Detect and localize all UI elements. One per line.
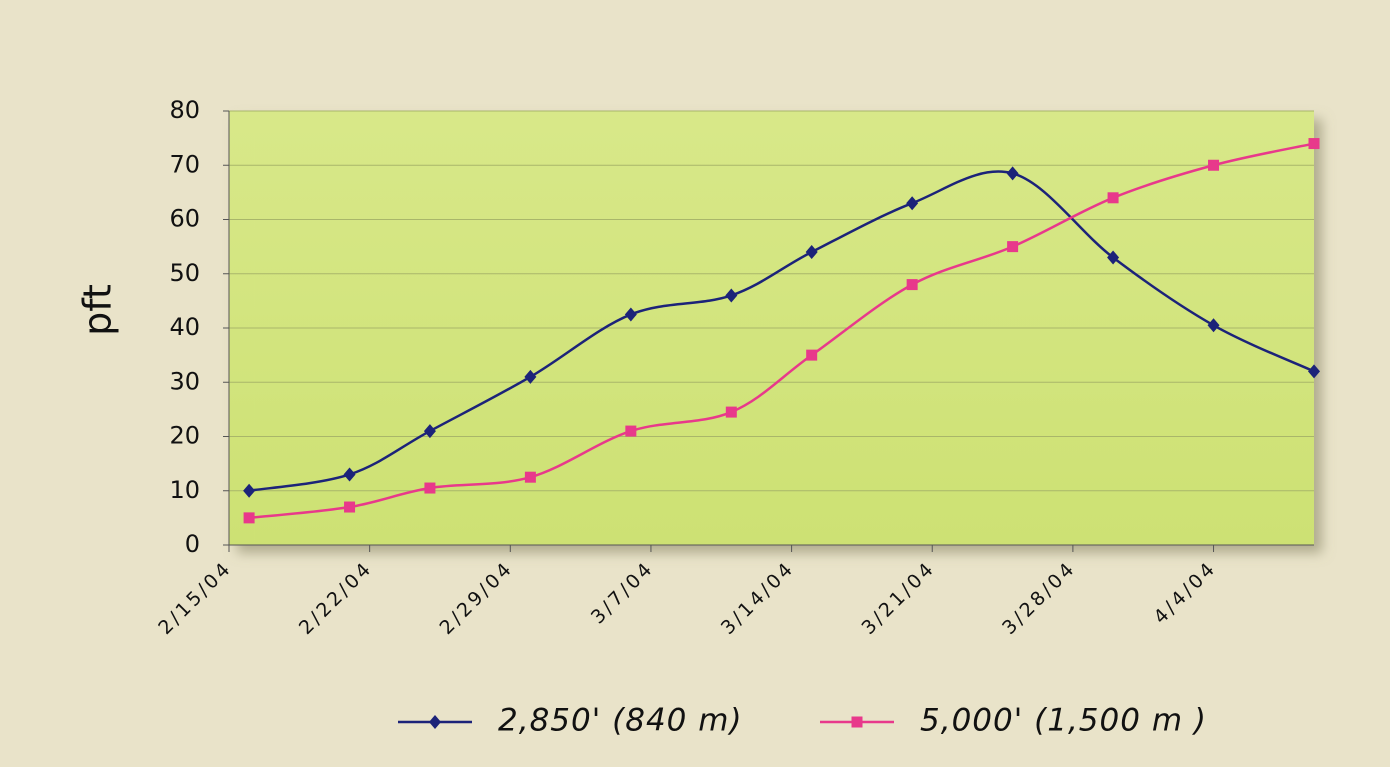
data-point	[1107, 250, 1120, 265]
data-point	[344, 501, 356, 513]
y-tick-label: 80	[169, 96, 200, 124]
data-point	[806, 349, 818, 361]
data-point	[524, 369, 537, 384]
data-point	[1308, 138, 1320, 150]
data-point	[343, 467, 356, 482]
data-point	[624, 307, 637, 322]
y-axis-label: pft	[76, 284, 120, 336]
data-point	[1007, 241, 1019, 253]
data-point	[1208, 159, 1220, 171]
data-point	[1006, 166, 1019, 181]
data-point	[524, 471, 536, 483]
legend-label: 5,000' (1,500 m )	[920, 703, 1207, 739]
legend-marker	[851, 716, 863, 728]
data-point	[423, 424, 436, 439]
data-point	[906, 196, 919, 211]
data-point	[1207, 318, 1220, 333]
y-tick-label: 0	[185, 530, 200, 558]
data-point	[424, 482, 436, 494]
data-point	[725, 288, 738, 303]
y-tick-label: 20	[169, 422, 200, 450]
y-tick-label: 10	[169, 476, 200, 504]
y-tick-label: 60	[169, 205, 200, 233]
legend-label: 2,850' (840 m)	[498, 703, 743, 739]
y-tick-label: 30	[169, 367, 200, 395]
data-point	[1308, 364, 1320, 379]
data-point	[906, 279, 918, 291]
y-tick-label: 70	[169, 150, 200, 178]
y-tick-label: 50	[169, 259, 200, 287]
data-point	[725, 406, 737, 418]
data-point	[625, 425, 637, 437]
data-point	[1107, 192, 1119, 204]
data-point	[243, 483, 256, 498]
y-tick-label: 40	[169, 313, 200, 341]
data-point	[243, 512, 255, 524]
legend-marker	[429, 715, 441, 729]
data-point	[805, 245, 818, 260]
